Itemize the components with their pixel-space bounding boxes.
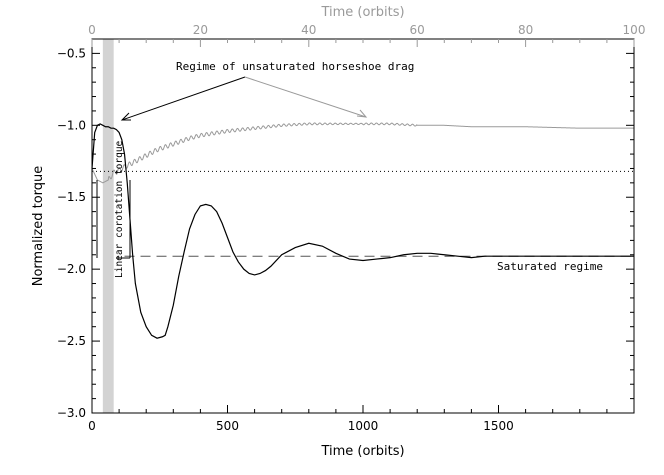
y-tick-label: −2.5 [57,334,86,348]
bottom-tick-label: 0 [88,419,96,433]
top-tick-label: 0 [88,23,96,37]
shaded-band [102,39,114,413]
plot-frame [91,38,635,414]
top-tick-label: 20 [193,23,208,37]
top-tick-label: 80 [518,23,533,37]
top-tick-label: 100 [623,23,646,37]
top-x-axis-label: Time (orbits) [320,5,404,20]
plot-area [91,39,634,413]
y-tick-label: −3.0 [57,406,86,420]
bottom-tick-label: 1000 [348,419,379,433]
annotation-linear: Linear corotation torque [114,140,125,278]
y-axis-label: Normalized torque [31,166,46,287]
y-tick-label: −2.0 [57,262,86,276]
x-axis-label: Time (orbits) [320,444,404,459]
ticks-group: 0 500 1000 1500 0 20 40 60 80 100 −0.5 −1.0 −1.5 −2.0… [57,23,646,433]
bottom-tick-label: 1500 [483,419,514,433]
arrow-horseshoe-gray [244,76,367,118]
series-black-line [91,123,634,339]
annotation-horseshoe: Regime of unsaturated horseshoe drag [176,60,414,73]
top-tick-label: 40 [301,23,316,37]
arrow-horseshoe-black [121,76,246,121]
series-gray-line [91,122,634,184]
annotation-saturated: Saturated regime [497,260,603,273]
y-tick-label: −1.0 [57,118,86,132]
y-tick-label: −0.5 [57,46,86,60]
arrowhead-horseshoe-black [120,112,131,121]
annotations: Regime of unsaturated horseshoe drag Sat… [96,60,603,278]
y-tick-label: −1.5 [57,190,86,204]
bottom-tick-label: 500 [216,419,239,433]
arrowhead-horseshoe-gray [356,109,368,118]
top-tick-label: 60 [410,23,425,37]
